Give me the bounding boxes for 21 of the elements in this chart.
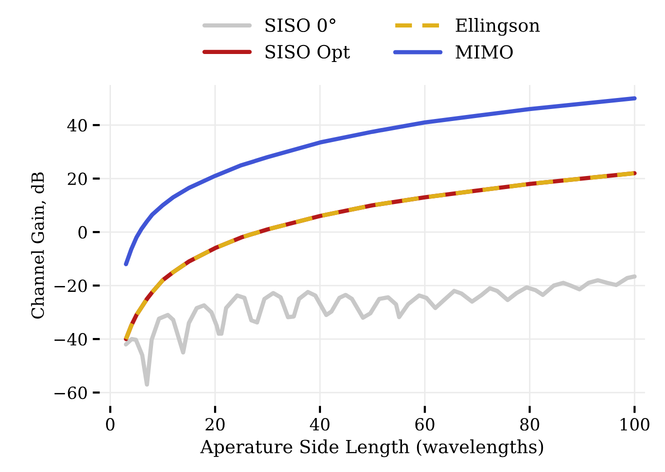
x-tick-label: 40	[310, 418, 330, 431]
y-tick-label: −60	[54, 386, 87, 400]
x-tick-label: 100	[620, 418, 650, 431]
line-series	[124, 171, 637, 342]
x-axis-title: Aperature Side Length (wavelengths)	[200, 439, 544, 458]
line-series	[124, 274, 637, 387]
legend-label: Ellingson	[456, 18, 540, 36]
y-axis-title: Channel Gain, dB	[31, 172, 46, 319]
y-tick-label: −40	[54, 333, 87, 346]
legend-label: MIMO	[456, 45, 513, 59]
legend-label: SISO 0°	[266, 18, 336, 32]
y-tick-label: 20	[68, 172, 87, 186]
x-tick-label: 80	[520, 418, 540, 431]
y-tick-label: −20	[54, 280, 87, 292]
y-tick-label: 40	[67, 119, 87, 132]
x-tick-label: 0	[106, 418, 114, 431]
legend-label: SISO Opt	[266, 44, 350, 62]
x-tick-label: 20	[206, 418, 225, 431]
x-tick-label: 60	[415, 418, 434, 431]
line-series	[124, 96, 637, 266]
y-tick-label: 0	[78, 226, 87, 239]
